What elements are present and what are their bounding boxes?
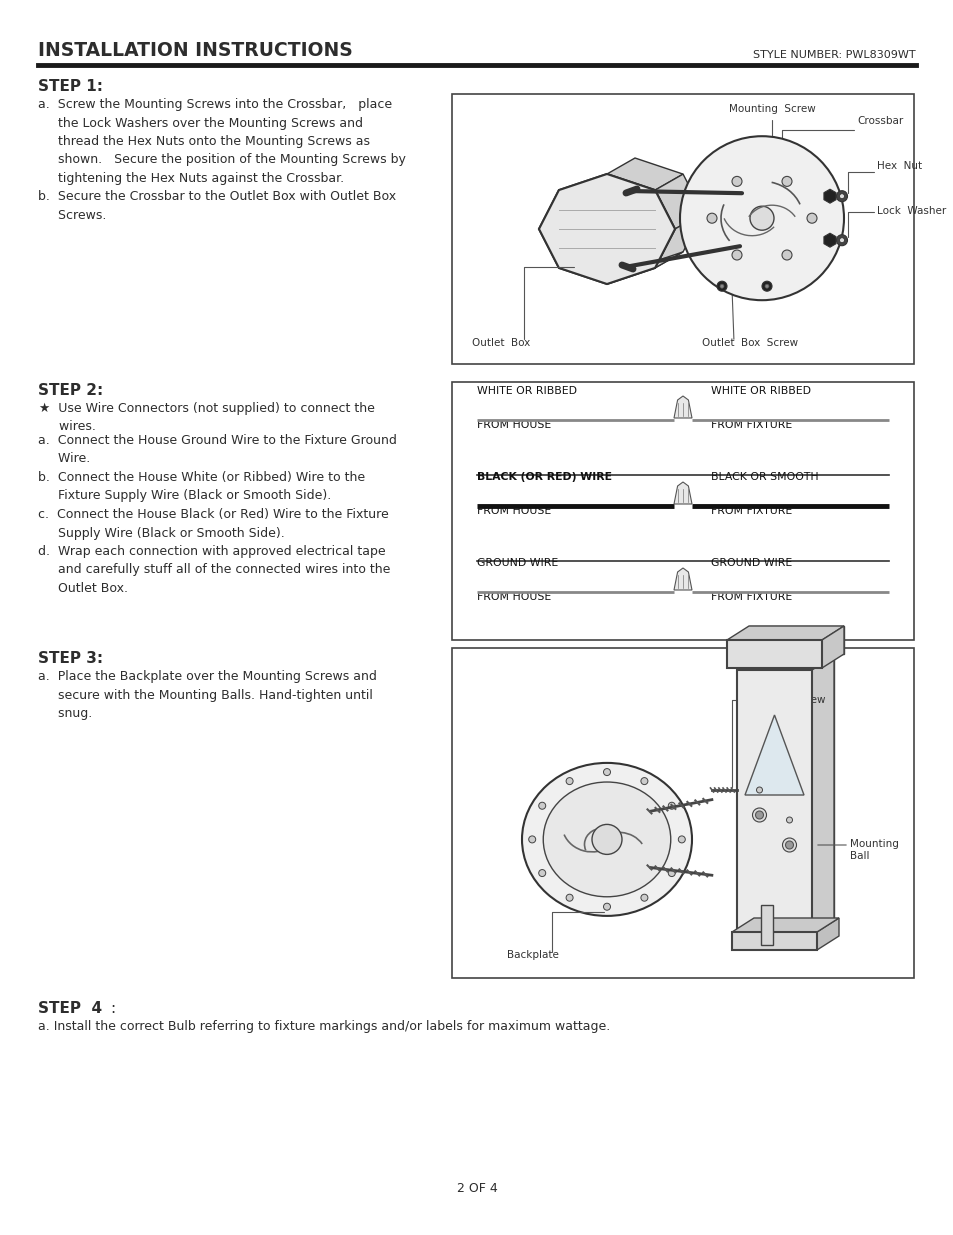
Text: a. Install the correct Bulb referring to fixture markings and/or labels for maxi: a. Install the correct Bulb referring to… <box>38 1020 610 1032</box>
Polygon shape <box>566 158 702 268</box>
Ellipse shape <box>521 763 691 916</box>
Circle shape <box>640 894 647 902</box>
Bar <box>452 648 913 978</box>
Text: Mounting Screw: Mounting Screw <box>731 695 824 787</box>
Circle shape <box>755 811 762 819</box>
Text: FROM FIXTURE: FROM FIXTURE <box>710 506 791 516</box>
Circle shape <box>731 249 741 261</box>
Polygon shape <box>538 174 675 284</box>
Circle shape <box>706 214 717 224</box>
Bar <box>726 640 821 668</box>
Text: a.  Place the Backplate over the Mounting Screws and
     secure with the Mounti: a. Place the Backplate over the Mounting… <box>38 671 376 720</box>
Circle shape <box>781 249 791 261</box>
Text: FROM HOUSE: FROM HOUSE <box>476 592 551 601</box>
Circle shape <box>781 177 791 186</box>
Text: ★  Use Wire Connectors (not supplied) to connect the
     wires.: ★ Use Wire Connectors (not supplied) to … <box>39 403 375 433</box>
Text: BLACK (OR RED) WIRE: BLACK (OR RED) WIRE <box>476 472 612 482</box>
Circle shape <box>756 787 761 793</box>
Text: STEP 2:: STEP 2: <box>38 383 103 398</box>
Polygon shape <box>655 212 702 268</box>
Circle shape <box>603 903 610 910</box>
Polygon shape <box>673 568 691 590</box>
Circle shape <box>678 836 684 844</box>
Circle shape <box>839 194 843 199</box>
Text: a.  Connect the House Ground Wire to the Fixture Ground
     Wire.
b.  Connect t: a. Connect the House Ground Wire to the … <box>38 433 396 595</box>
Circle shape <box>806 214 816 224</box>
Circle shape <box>784 841 793 848</box>
Bar <box>748 626 843 655</box>
Text: WHITE OR RIBBED: WHITE OR RIBBED <box>710 387 810 396</box>
Circle shape <box>785 818 792 823</box>
Text: FROM FIXTURE: FROM FIXTURE <box>710 592 791 601</box>
Circle shape <box>761 282 771 291</box>
Circle shape <box>679 136 843 300</box>
Text: INSTALLATION INSTRUCTIONS: INSTALLATION INSTRUCTIONS <box>38 41 353 61</box>
Polygon shape <box>731 918 838 932</box>
Text: FROM HOUSE: FROM HOUSE <box>476 420 551 430</box>
Polygon shape <box>737 656 833 671</box>
Text: GROUND WIRE: GROUND WIRE <box>476 558 558 568</box>
Text: 2 OF 4: 2 OF 4 <box>456 1182 497 1195</box>
Text: STEP 3:: STEP 3: <box>38 651 103 666</box>
Ellipse shape <box>542 782 670 897</box>
Text: FROM FIXTURE: FROM FIXTURE <box>710 420 791 430</box>
Circle shape <box>836 235 846 246</box>
Text: a.  Screw the Mounting Screws into the Crossbar,   place
     the Lock Washers o: a. Screw the Mounting Screws into the Cr… <box>38 98 405 222</box>
Circle shape <box>668 869 675 877</box>
Text: Mounting
Ball: Mounting Ball <box>849 839 898 861</box>
Polygon shape <box>744 715 803 795</box>
Text: STEP 1:: STEP 1: <box>38 79 103 94</box>
Text: Outlet  Box  Screw: Outlet Box Screw <box>701 338 798 348</box>
Bar <box>737 671 811 940</box>
Text: FROM HOUSE: FROM HOUSE <box>476 506 551 516</box>
Polygon shape <box>823 233 835 247</box>
Polygon shape <box>655 174 702 228</box>
Circle shape <box>839 237 843 243</box>
Circle shape <box>717 282 726 291</box>
Circle shape <box>640 778 647 784</box>
Circle shape <box>731 177 741 186</box>
Text: STEP  4: STEP 4 <box>38 1002 102 1016</box>
Circle shape <box>592 825 621 855</box>
Circle shape <box>836 190 846 201</box>
Text: Crossbar: Crossbar <box>856 116 902 126</box>
Bar <box>452 382 913 640</box>
Polygon shape <box>606 158 682 190</box>
Polygon shape <box>673 396 691 417</box>
Circle shape <box>565 778 573 784</box>
Polygon shape <box>538 174 675 284</box>
Circle shape <box>565 894 573 902</box>
Polygon shape <box>726 626 843 640</box>
Circle shape <box>668 803 675 809</box>
Circle shape <box>752 808 765 823</box>
Text: Mounting  Screw: Mounting Screw <box>728 104 815 161</box>
Text: GROUND WIRE: GROUND WIRE <box>710 558 791 568</box>
Polygon shape <box>811 656 833 940</box>
Text: STYLE NUMBER: PWL8309WT: STYLE NUMBER: PWL8309WT <box>753 49 915 61</box>
Circle shape <box>781 839 796 852</box>
Text: Lock  Washer: Lock Washer <box>876 206 945 216</box>
Text: BLACK OR SMOOTH: BLACK OR SMOOTH <box>710 472 818 482</box>
Bar <box>731 932 816 950</box>
Text: Backplate: Backplate <box>506 950 558 960</box>
Bar <box>760 905 772 945</box>
Polygon shape <box>816 918 838 950</box>
Text: :: : <box>110 1002 115 1016</box>
Polygon shape <box>823 189 835 204</box>
Circle shape <box>749 206 773 230</box>
Text: Hex  Nut: Hex Nut <box>876 161 922 170</box>
Bar <box>452 94 913 364</box>
Polygon shape <box>821 626 843 668</box>
Text: Outlet  Box: Outlet Box <box>472 338 530 348</box>
Polygon shape <box>673 482 691 504</box>
Polygon shape <box>606 252 682 284</box>
Circle shape <box>720 284 723 288</box>
Bar <box>759 656 833 926</box>
Circle shape <box>538 869 545 877</box>
Circle shape <box>603 768 610 776</box>
Circle shape <box>764 284 768 288</box>
Circle shape <box>538 803 545 809</box>
Text: WHITE OR RIBBED: WHITE OR RIBBED <box>476 387 577 396</box>
Circle shape <box>528 836 536 844</box>
